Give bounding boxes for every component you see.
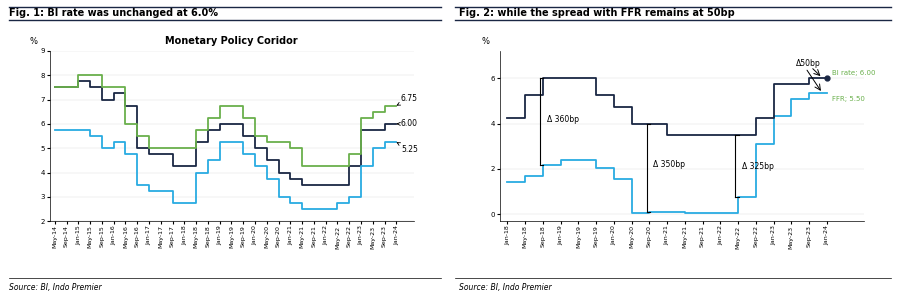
Text: Δ50bp: Δ50bp [796, 59, 821, 68]
Text: 6.75: 6.75 [397, 94, 418, 105]
Text: 6.00: 6.00 [397, 119, 418, 128]
Text: Monetary Policy Coridor: Monetary Policy Coridor [166, 36, 298, 46]
Legend: FFR, BI rate: FFR, BI rate [634, 297, 730, 299]
Text: %: % [482, 37, 490, 46]
Text: %: % [30, 37, 38, 46]
Text: Fig. 1: BI rate was unchanged at 6.0%: Fig. 1: BI rate was unchanged at 6.0% [9, 8, 218, 19]
Text: BI rate; 6.00: BI rate; 6.00 [832, 70, 876, 76]
Text: Δ 350bp: Δ 350bp [653, 160, 685, 169]
Text: Δ 360bp: Δ 360bp [546, 115, 579, 123]
Text: FFR; 5.50: FFR; 5.50 [832, 96, 865, 102]
Text: Fig. 2: while the spread with FFR remains at 50bp: Fig. 2: while the spread with FFR remain… [459, 8, 734, 19]
Text: Source: BI, Indo Premier: Source: BI, Indo Premier [459, 283, 552, 292]
Legend: BI Policy Rate (7D RRR), Deposit Rate, Lending Rate: BI Policy Rate (7D RRR), Deposit Rate, L… [107, 296, 356, 299]
Text: Δ 325bp: Δ 325bp [742, 162, 774, 171]
Text: Source: BI, Indo Premier: Source: BI, Indo Premier [9, 283, 102, 292]
Text: 5.25: 5.25 [397, 143, 418, 154]
